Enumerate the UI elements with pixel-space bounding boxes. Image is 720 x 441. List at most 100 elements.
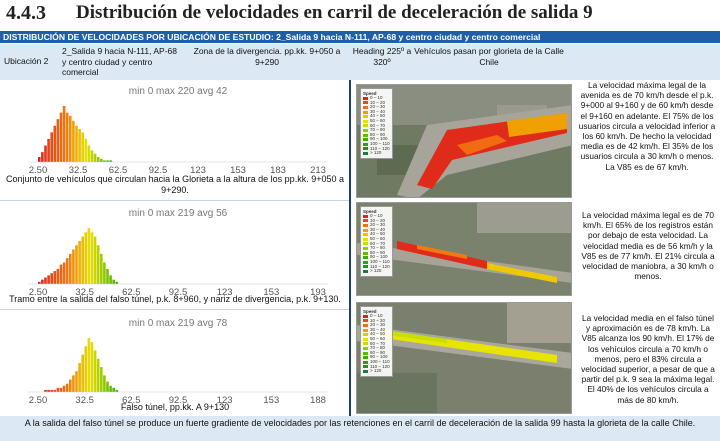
histogram-3-stats: min 0 max 219 avg 78	[128, 318, 228, 329]
histogram-tick-label: 92.5	[169, 287, 188, 298]
histogram-bar	[106, 381, 109, 392]
legend-item: 20 – 30	[363, 105, 390, 110]
vehicles-label: Vehículos pasan por glorieta de la Calle…	[414, 46, 564, 67]
legend-label: 0 – 10	[370, 213, 383, 218]
legend-swatch	[363, 333, 368, 337]
histogram-bar	[47, 389, 50, 392]
histogram-2-stats: min 0 max 219 avg 56	[128, 208, 228, 219]
legend-label: 0 – 10	[370, 313, 383, 318]
histogram-bar	[41, 152, 44, 162]
histogram-bar	[100, 253, 103, 284]
histogram-1-stats: min 0 max 220 avg 42	[128, 86, 228, 97]
legend-swatch	[363, 128, 368, 132]
legend-item: 30 – 40	[363, 326, 390, 333]
histogram-bar	[59, 112, 63, 162]
legend-label: 20 – 30	[370, 222, 386, 228]
legend-label: 10 – 20	[370, 217, 386, 223]
legend-item: 60 – 70	[363, 341, 390, 347]
legend-item: 30 – 40	[363, 109, 390, 115]
legend-swatch	[363, 237, 368, 241]
histogram-tick-label: 193	[310, 287, 326, 298]
histogram-bar	[62, 385, 66, 392]
legend-swatch	[363, 360, 368, 364]
histogram-bar	[81, 236, 84, 284]
histogram-1-caption: Conjunto de vehículos que circulan hacia…	[6, 174, 344, 195]
histogram-bar	[84, 346, 88, 392]
histogram-bar	[109, 160, 112, 162]
legend-swatch	[363, 151, 368, 155]
location-name: 2_Salida 9 hacia N-111, AP-68 y centro c…	[62, 46, 177, 77]
divider	[0, 309, 350, 310]
histogram-bar	[93, 153, 97, 162]
footer-text: A la salida del falso túnel se produce u…	[24, 418, 696, 428]
legend-item: > 120	[363, 151, 390, 156]
legend-swatch	[363, 147, 368, 151]
legend-label: 80 – 90	[370, 249, 386, 255]
legend-item: 110 – 120	[363, 146, 390, 152]
histogram-tick-label: 2.50	[29, 395, 48, 406]
legend-label: 30 – 40	[370, 326, 386, 332]
histogram-bar	[81, 354, 84, 392]
histogram-column: min 0 max 220 avg 42 2.50 32.5 62.5 92.5 123…	[0, 80, 350, 416]
legend-swatch	[363, 365, 368, 369]
legend-item: 50 – 60	[363, 236, 390, 242]
legend-swatch	[363, 119, 368, 123]
legend-item: > 120	[363, 369, 390, 374]
histogram-bar	[56, 119, 60, 162]
legend-label: 70 – 80	[370, 127, 386, 133]
legend-item: 30 – 40	[363, 226, 390, 233]
legend-item: 10 – 20	[363, 100, 390, 106]
speed-legend-2: Speed 0 – 10 10 – 20 20 – 30 30 – 40 40 – 50…	[360, 206, 393, 277]
legend-swatch	[363, 323, 368, 327]
histogram-bar	[72, 249, 75, 284]
legend-swatch	[363, 356, 368, 360]
legend-swatch	[363, 124, 368, 128]
legend-swatch	[363, 96, 368, 100]
histogram-bar	[103, 375, 106, 392]
legend-item: 50 – 60	[363, 118, 390, 124]
histogram-bar	[103, 160, 106, 162]
legend-item: 90 – 100	[363, 137, 390, 142]
histogram-bar	[75, 371, 78, 392]
legend-swatch	[363, 269, 368, 273]
histogram-bar	[96, 157, 100, 162]
histogram-bar	[100, 158, 103, 162]
legend-swatch	[363, 101, 368, 105]
histogram-tick-label: 32.5	[75, 287, 94, 298]
legend-swatch	[363, 256, 368, 260]
histogram-bar	[59, 264, 63, 284]
histogram-tick-label: 123	[190, 165, 206, 176]
histogram-bar	[53, 389, 57, 392]
legend-item: 70 – 80	[363, 128, 390, 133]
histogram-bar	[44, 277, 47, 284]
histogram-bar	[78, 362, 81, 392]
histogram-1: min 0 max 220 avg 42 2.50 32.5 62.5 92.5 123…	[28, 84, 328, 176]
legend-swatch	[363, 138, 368, 142]
legend-swatch	[363, 319, 368, 323]
legend-swatch	[363, 233, 368, 237]
legend-swatch	[363, 242, 368, 246]
histogram-bar	[93, 236, 97, 284]
histogram-bar	[69, 253, 72, 284]
legend-item: 40 – 50	[363, 232, 390, 237]
histogram-bar	[50, 273, 53, 284]
legend-label: 90 – 100	[370, 254, 388, 260]
histogram-bar	[44, 389, 47, 392]
histogram-3-bars: 2.50 32.5 62.5 92.5 123 153 188	[28, 338, 328, 406]
legend-item: > 120	[363, 269, 390, 274]
histogram-bar	[109, 385, 112, 392]
legend-label: 50 – 60	[370, 335, 386, 341]
footer-summary: A la salida del falso túnel se produce u…	[0, 416, 720, 441]
histogram-bar	[90, 232, 94, 284]
note-3: La velocidad media en el falso túnel y a…	[581, 313, 715, 405]
histogram-bar	[69, 115, 72, 162]
satellite-map-1	[357, 85, 571, 197]
histogram-1-bars: 2.50 32.5 62.5 92.5 123 153 183 213	[28, 106, 328, 176]
legend-swatch	[363, 328, 368, 332]
study-banner: DISTRIBUCIÓN DE VELOCIDADES POR UBICACIÓ…	[0, 31, 720, 43]
legend-item: 20 – 30	[363, 323, 390, 328]
histogram-tick-label: 2.50	[29, 287, 48, 298]
histogram-bar	[87, 228, 91, 284]
legend-label: 30 – 40	[370, 226, 386, 232]
legend-label: 20 – 30	[370, 104, 386, 110]
